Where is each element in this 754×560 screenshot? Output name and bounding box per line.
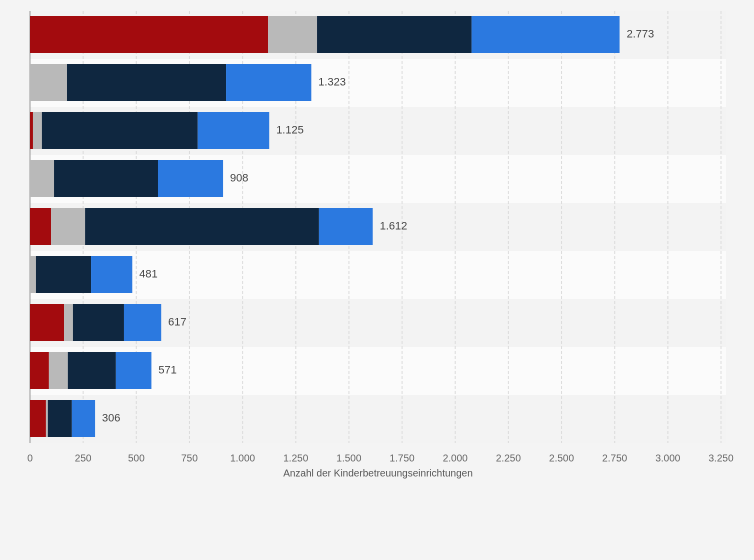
bar-segment [30,400,46,437]
total-label: 481 [139,268,157,280]
bar-segment [471,16,620,53]
bar-segment [66,64,227,101]
bar-segment [35,256,92,293]
bar-segment [30,64,67,101]
total-label: 306 [102,412,120,424]
bar-segment [51,208,86,245]
row-background [30,251,726,299]
row-background [30,395,726,443]
total-label: 617 [168,316,186,328]
x-tick-label: 500 [128,454,145,465]
total-label: 1.125 [276,124,304,136]
bar-segment [41,112,198,149]
x-tick-label: 0 [27,454,33,465]
x-tick-label: 1.750 [390,454,415,465]
x-tick-label: 2.750 [602,454,627,465]
bar-segment [91,256,133,293]
x-tick-label: 3.000 [655,454,680,465]
bar-segment [45,400,48,437]
total-label: 908 [230,172,248,184]
bar-segment [123,304,162,341]
total-label: 2.773 [627,28,655,40]
x-tick-label: 750 [181,454,198,465]
bar-segment [30,208,52,245]
bar-segment [64,304,73,341]
bar-segment [71,400,96,437]
x-axis-title: Anzahl der Kinderbetreuungseinrichtungen [283,469,473,480]
bar-segment [115,352,152,389]
bar-segment [32,112,42,149]
bar-segment [30,16,269,53]
x-tick-label: 250 [75,454,92,465]
x-tick-label: 2.000 [443,454,468,465]
bar-segment [54,160,158,197]
total-label: 1.323 [318,76,346,88]
bar-segment [30,160,55,197]
bar-segment [85,208,319,245]
bar-segment [268,16,318,53]
bar-segment [47,400,72,437]
x-tick-label: 3.250 [708,454,733,465]
bar-segment [30,256,36,293]
bar-segment [30,112,33,149]
bar-segment [67,352,116,389]
x-tick-label: 1.000 [230,454,255,465]
bar-segment [157,160,224,197]
bar-segment [72,304,124,341]
bar-segment [48,352,68,389]
bar-segment [197,112,270,149]
x-tick-label: 1.500 [336,454,361,465]
x-tick-label: 2.250 [496,454,521,465]
total-label: 571 [158,364,176,376]
bar-segment [226,64,312,101]
bar-segment [30,352,49,389]
x-tick-label: 2.500 [549,454,574,465]
bar-segment [317,16,472,53]
x-tick-label: 1.250 [283,454,308,465]
bar-segment [318,208,373,245]
total-label: 1.612 [380,220,408,232]
bar-segment [30,304,65,341]
